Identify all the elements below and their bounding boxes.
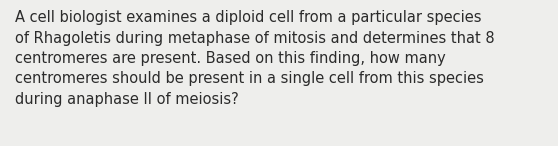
Text: A cell biologist examines a diploid cell from a particular species
of Rhagoletis: A cell biologist examines a diploid cell… [15, 10, 495, 107]
